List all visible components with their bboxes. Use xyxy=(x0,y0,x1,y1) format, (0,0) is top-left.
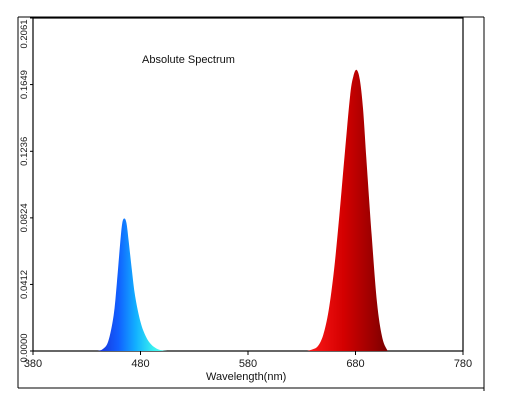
x-tick-label: 580 xyxy=(239,358,257,370)
x-tick-label: 780 xyxy=(454,358,472,370)
spectrum-peak-2 xyxy=(307,69,388,352)
y-tick-label: 0.0000 xyxy=(19,333,30,362)
spectrum-peak-1 xyxy=(97,218,168,351)
plot-area xyxy=(32,17,464,352)
y-tick-label: 0.1649 xyxy=(19,70,30,99)
x-tick-label: 480 xyxy=(131,358,149,370)
chart-title: Absolute Spectrum xyxy=(142,54,235,66)
y-tick-label: 0.0412 xyxy=(19,270,30,299)
x-axis-label: Wavelength(nm) xyxy=(206,371,286,383)
x-tick-label: 380 xyxy=(24,358,42,370)
y-tick-label: 0.0824 xyxy=(19,203,30,232)
y-tick-label: 0.1236 xyxy=(19,137,30,166)
x-tick-label: 680 xyxy=(346,358,364,370)
y-tick-label: 0.2061 xyxy=(19,19,30,48)
